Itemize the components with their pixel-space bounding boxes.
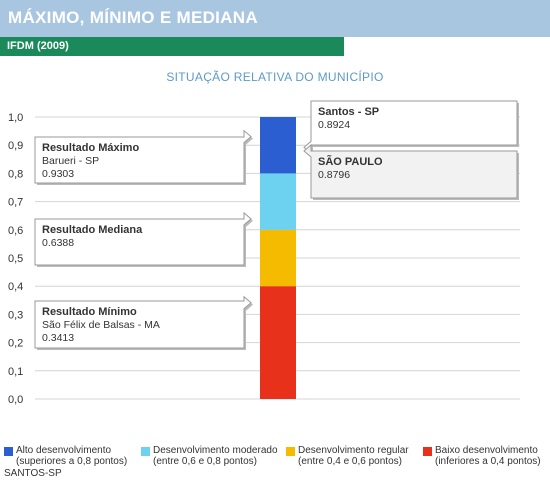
chart-title: SITUAÇÃO RELATIVA DO MUNICÍPIO <box>166 70 384 84</box>
callout-box <box>34 129 252 184</box>
legend-sub-moderado: (entre 0,6 e 0,8 pontos) <box>153 456 257 467</box>
callout-value: 0.3413 <box>42 332 74 344</box>
legend-swatch-baixo <box>423 447 432 456</box>
bar-segment <box>260 117 296 174</box>
callout-box <box>34 211 252 266</box>
callout-value: 0.8924 <box>318 119 350 131</box>
legend: Alto desenvolvimento (superiores a 0,8 p… <box>0 445 550 485</box>
callout-name: SÃO PAULO <box>318 155 383 168</box>
legend-sub-regular: (entre 0,4 e 0,6 pontos) <box>298 456 402 467</box>
legend-swatch-alto <box>4 447 13 456</box>
header-bar: MÁXIMO, MÍNIMO E MEDIANA <box>0 0 550 37</box>
indicator-label: IFDM (2009) <box>7 40 69 52</box>
legend-label-baixo: Baixo desenvolvimento <box>435 445 538 456</box>
callout-value: 0.6388 <box>42 237 74 249</box>
subheader-bar: IFDM (2009) <box>0 37 344 56</box>
y-tick-label: 0,7 <box>8 197 23 209</box>
y-tick-label: 0,1 <box>8 366 23 378</box>
y-tick-label: 0,0 <box>8 394 23 406</box>
bar-segment <box>260 286 296 399</box>
y-tick-label: 0,3 <box>8 309 23 321</box>
callout-title: Resultado Mínimo <box>42 306 137 318</box>
callout-title: Resultado Mediana <box>42 224 143 236</box>
callout-box <box>34 295 252 349</box>
y-tick-label: 1,0 <box>8 112 23 124</box>
y-tick-label: 0,6 <box>8 225 23 237</box>
legend-swatch-regular <box>286 447 295 456</box>
legend-municipality: SANTOS-SP <box>4 468 62 479</box>
callout-value: 0.8796 <box>318 169 350 181</box>
callout-municipio: Santos - SP0.8924 <box>303 100 519 156</box>
chart-svg: 0,0 0,1 0,2 0,3 0,4 0,5 0,6 0,7 0,8 0,9 1,0 Resulta… <box>8 100 520 406</box>
legend-sub-alto: (superiores a 0,8 pontos) <box>16 456 128 467</box>
callout-box <box>303 143 518 199</box>
y-tick-label: 0,5 <box>8 253 23 265</box>
legend-label-regular: Desenvolvimento regular <box>298 445 409 456</box>
callout-name: São Félix de Balsas - MA <box>42 319 160 331</box>
y-tick-label: 0,4 <box>8 281 23 293</box>
callout-value: 0.9303 <box>42 168 74 180</box>
legend-swatch-moderado <box>141 447 150 456</box>
page-title: MÁXIMO, MÍNIMO E MEDIANA <box>8 8 258 27</box>
legend-sub-baixo: (inferiores a 0,4 pontos) <box>435 456 541 467</box>
callout-title: Resultado Máximo <box>42 142 139 154</box>
y-tick-label: 0,8 <box>8 168 23 180</box>
bar-segment <box>260 229 296 287</box>
legend-label-moderado: Desenvolvimento moderado <box>153 445 278 456</box>
legend-label-alto: Alto desenvolvimento <box>16 445 112 456</box>
callout-name: Santos - SP <box>318 106 379 118</box>
y-tick-label: 0,2 <box>8 338 23 350</box>
y-tick-label: 0,9 <box>8 140 23 152</box>
callout-name: Barueri - SP <box>42 155 99 167</box>
bar-segment <box>260 173 296 230</box>
